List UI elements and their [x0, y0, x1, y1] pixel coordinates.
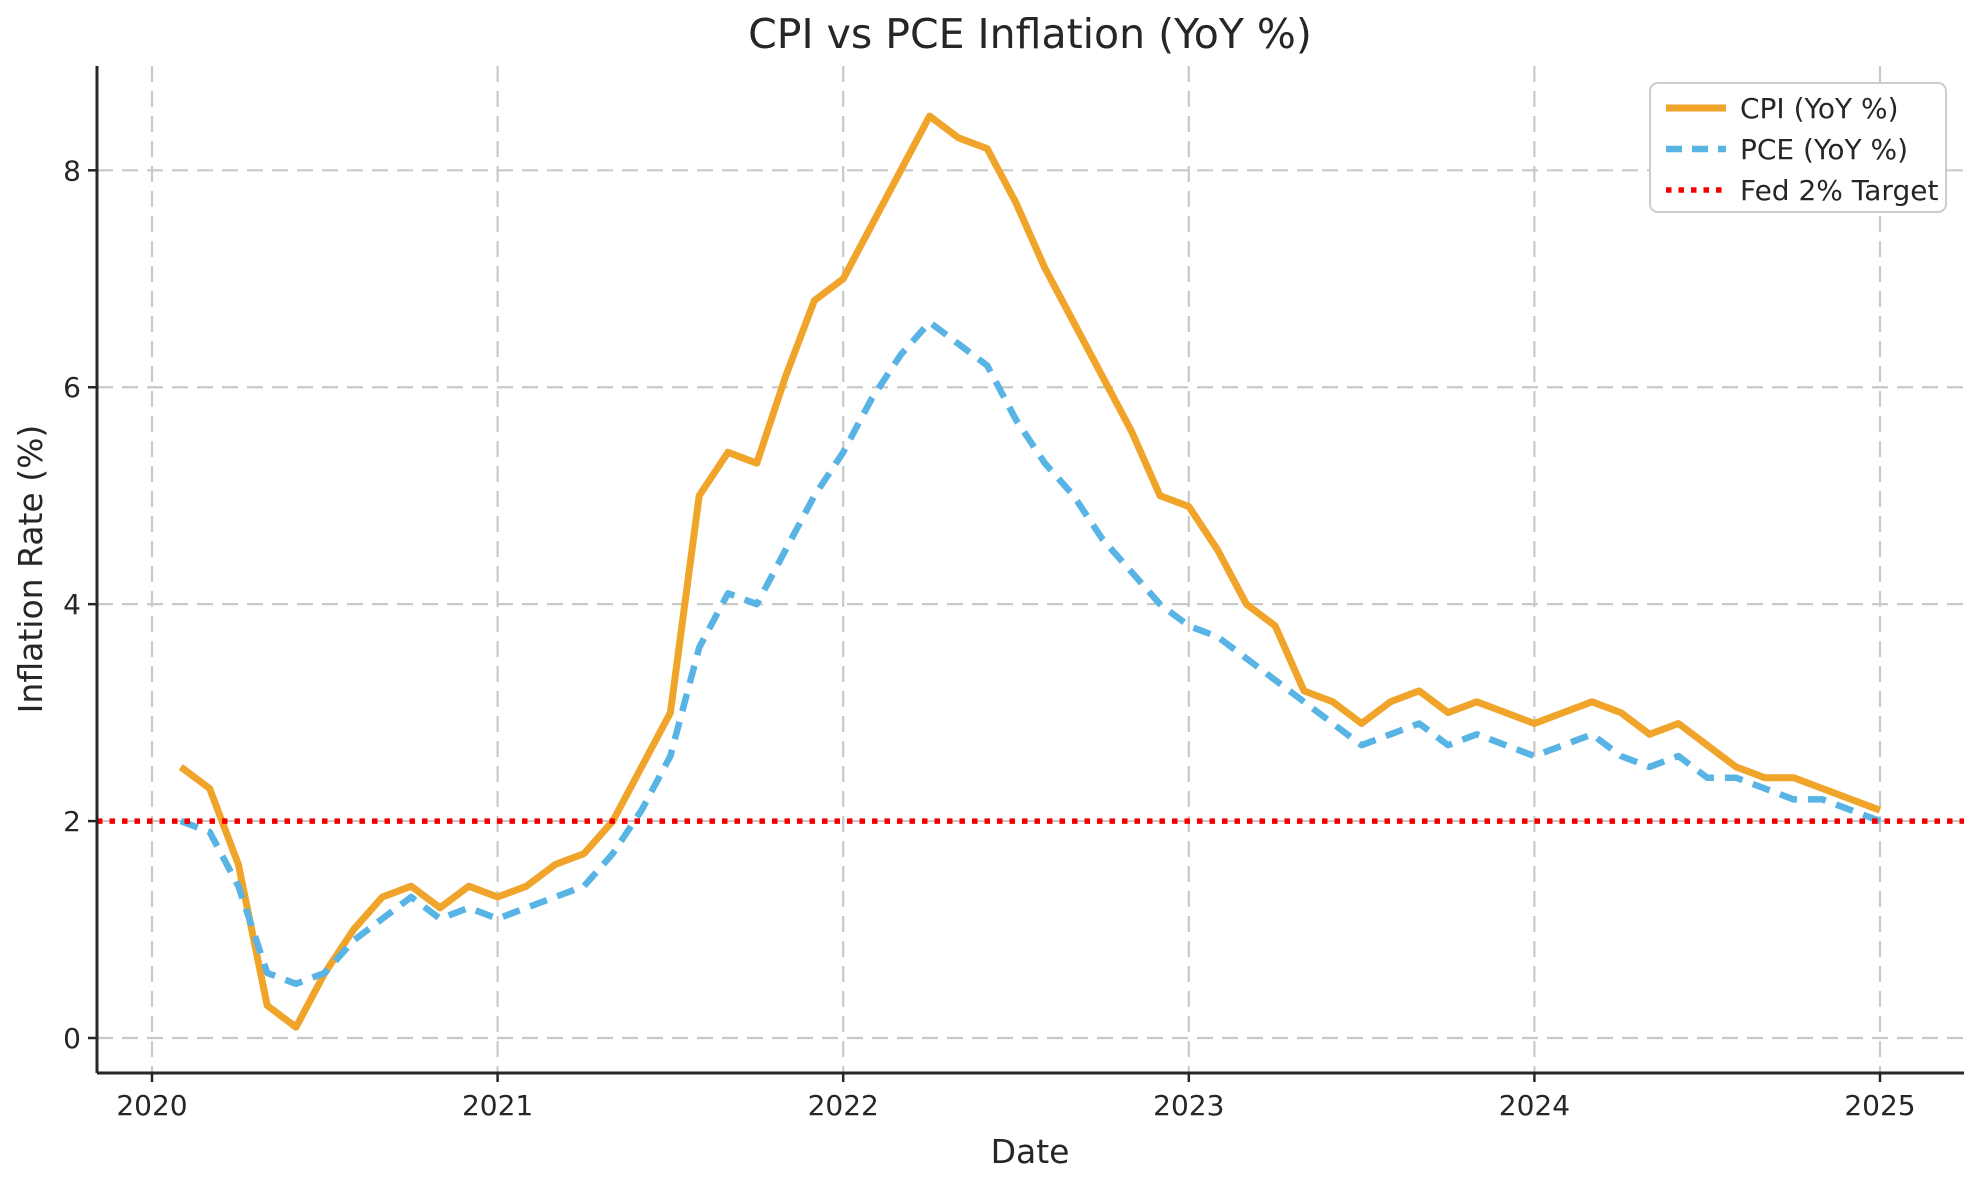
grid-layer — [97, 66, 1964, 1073]
y-tick-label-0: 0 — [63, 1022, 81, 1055]
y-tick-label-2: 2 — [63, 805, 81, 838]
x-tick-label-2025: 2025 — [1844, 1089, 1915, 1122]
x-tick-label-2020: 2020 — [116, 1089, 187, 1122]
series-layer — [97, 112, 1964, 1031]
y-tick-label-4: 4 — [63, 588, 81, 621]
pce-line — [179, 318, 1882, 988]
x-tick-label-2022: 2022 — [808, 1089, 879, 1122]
x-axis-label: Date — [991, 1132, 1070, 1171]
x-tick-label-2024: 2024 — [1499, 1089, 1570, 1122]
chart-title: CPI vs PCE Inflation (YoY %) — [748, 10, 1312, 58]
legend: CPI (YoY %) PCE (YoY %) Fed 2% Target — [1649, 82, 1947, 213]
y-tick-label-6: 6 — [63, 371, 81, 404]
y-tick-label-8: 8 — [63, 154, 81, 187]
legend-box — [1649, 82, 1947, 213]
legend-item-pce: PCE (YoY %) — [1666, 133, 1908, 166]
legend-label: Fed 2% Target — [1740, 174, 1938, 207]
legend-item-fed-target: Fed 2% Target — [1666, 174, 1938, 207]
legend-label: CPI (YoY %) — [1740, 92, 1899, 125]
x-tick-label-2021: 2021 — [462, 1089, 533, 1122]
axes-layer: 0 2 4 6 8 2020 2021 2022 2023 2024 2025 — [63, 66, 1964, 1122]
legend-label: PCE (YoY %) — [1740, 133, 1908, 166]
legend-item-cpi: CPI (YoY %) — [1666, 92, 1899, 125]
cpi-line — [178, 112, 1882, 1031]
y-axis-label: Inflation Rate (%) — [11, 425, 50, 714]
x-tick-label-2023: 2023 — [1153, 1089, 1224, 1122]
